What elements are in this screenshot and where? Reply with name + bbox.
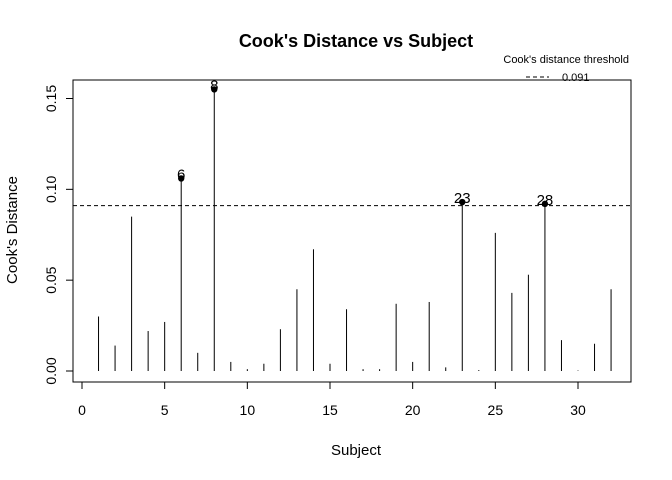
y-tick-label: 0.15 [43,85,59,112]
x-tick-label: 10 [240,402,256,418]
y-tick-label: 0.10 [43,175,59,202]
influential-point-label: 28 [537,192,554,209]
influential-point-label: 6 [177,166,185,183]
legend-threshold-label: 0.091 [562,72,590,84]
x-tick-label: 20 [405,402,421,418]
y-tick-label: 0.05 [43,266,59,293]
influential-point [178,175,185,182]
influential-point [541,200,549,208]
influential-point-label: 23 [454,190,471,207]
plot-frame [72,79,632,383]
chart-title: Cook's Distance vs Subject [239,31,473,51]
x-tick-label: 0 [78,402,86,418]
x-axis-title: Subject [331,442,382,459]
influential-point-label: 8 [210,77,218,94]
x-tick-label: 30 [570,402,586,418]
x-tick-label: 15 [322,402,338,418]
x-tick-label: 25 [488,402,504,418]
y-tick-label: 0.00 [43,357,59,384]
x-tick-label: 5 [161,402,169,418]
y-axis-title: Cook's Distance [4,176,21,284]
influential-point [211,86,218,93]
legend-title: Cook's distance threshold [503,54,629,66]
chart-marks: 0 5 10 15 20 25 30 0.00 0.05 0.10 0.15 6 8 23 28 [43,77,631,418]
influential-point [459,198,466,206]
